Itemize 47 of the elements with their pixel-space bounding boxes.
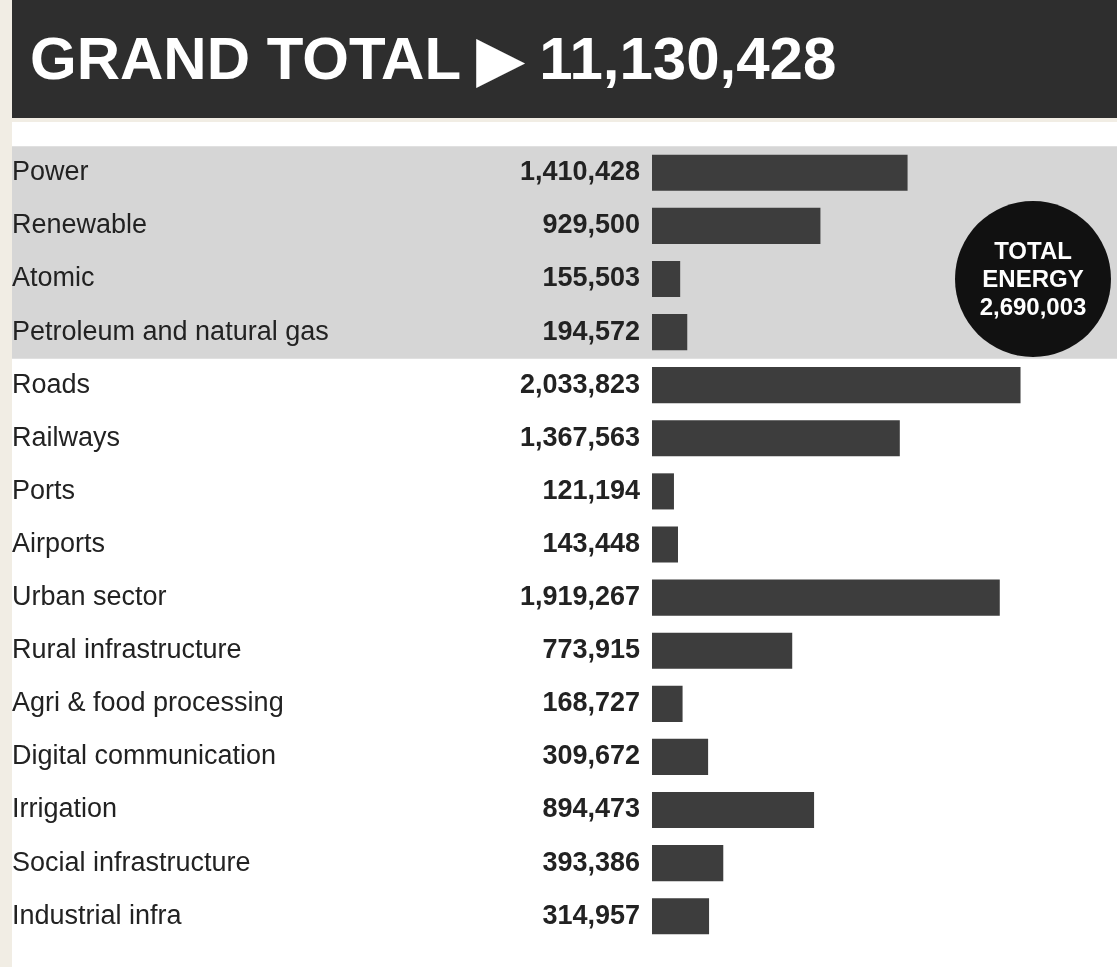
y-tick-label: Digital communication: [12, 740, 277, 771]
y-tick-label: Atomic: [12, 262, 95, 293]
y-tick-label: Social infrastructure: [12, 846, 251, 877]
data-label: 168,727: [542, 687, 640, 718]
y-tick-label: Agri & food processing: [12, 687, 284, 718]
bar: [652, 420, 900, 457]
data-label: 773,915: [542, 634, 640, 665]
data-label: 121,194: [542, 474, 640, 505]
data-label: 194,572: [542, 315, 640, 346]
data-label: 393,386: [542, 846, 640, 877]
data-label: 1,410,428: [519, 156, 640, 187]
y-tick-label: Rural infrastructure: [12, 634, 242, 665]
chart-title: GRAND TOTAL ▶ 11,130,428: [12, 0, 1117, 118]
bar: [652, 207, 821, 244]
bar: [652, 632, 793, 669]
annotation: TOTAL ENERGY 2,690,003: [979, 236, 1087, 321]
bar: [652, 260, 681, 298]
y-tick-label: Airports: [12, 527, 106, 558]
data-label: 894,473: [542, 793, 640, 824]
bar: [652, 738, 709, 775]
bar: [652, 154, 908, 191]
y-tick-label: Renewable: [12, 209, 148, 240]
bar: [652, 314, 688, 351]
data-label: 1,919,267: [519, 581, 640, 612]
y-tick-label: Power: [12, 156, 89, 187]
y-tick-label: Roads: [12, 368, 91, 399]
bar: [652, 791, 815, 829]
y-tick-label: Petroleum and natural gas: [12, 315, 329, 346]
bar: [652, 685, 683, 722]
bar: [652, 579, 1000, 616]
data-label: 143,448: [542, 527, 640, 558]
y-tick-label: Urban sector: [12, 581, 167, 612]
data-label: 929,500: [542, 209, 640, 240]
data-label: 309,672: [542, 740, 640, 771]
data-label: 155,503: [542, 262, 640, 293]
y-tick-label: Irrigation: [12, 793, 118, 824]
y-tick-label: Industrial infra: [12, 899, 183, 930]
data-label: 2,033,823: [519, 368, 640, 399]
bar: [652, 845, 724, 882]
bar: [652, 526, 678, 563]
y-tick-label: Railways: [12, 421, 121, 452]
data-label: 314,957: [542, 899, 640, 930]
y-tick-label: Ports: [12, 474, 76, 505]
data-label: 1,367,563: [519, 421, 640, 452]
bar: [652, 367, 1021, 404]
bar: [652, 473, 674, 510]
bar: [652, 898, 710, 935]
